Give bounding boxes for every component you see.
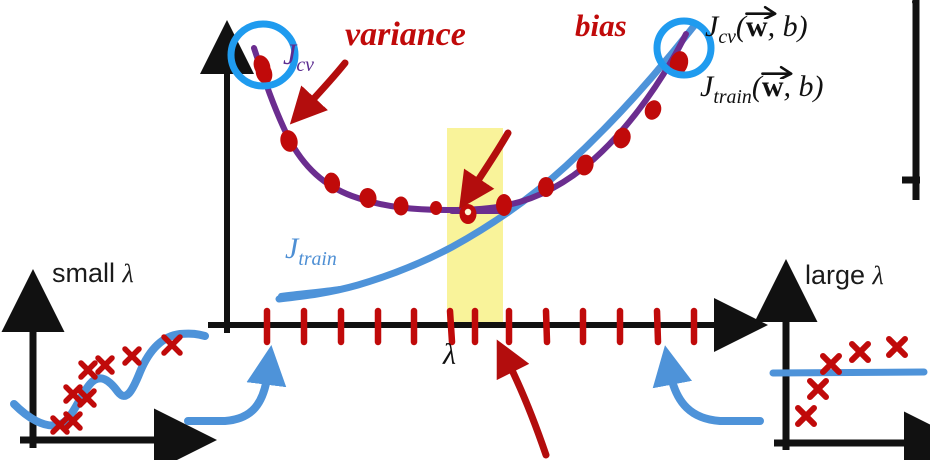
inset-large-fit-line — [769, 368, 928, 377]
jcv-legend-sub: cv — [718, 26, 736, 48]
x-axis-label: λ — [443, 338, 456, 371]
jcv-curve-label-main: J — [283, 38, 297, 71]
jcv-legend-args: (w, b) — [736, 5, 808, 43]
jtrain-curve — [275, 22, 698, 303]
data-point — [323, 172, 341, 194]
inset-small-lambda — [1, 269, 217, 460]
inset-small-lambda-title-text: small — [52, 258, 123, 288]
axis-tick — [542, 307, 551, 346]
circle-left-annotation — [227, 20, 299, 90]
jcv-legend-label: Jcv(w, b) — [705, 5, 808, 48]
inset-small-lambda-title: small λ — [52, 260, 134, 287]
bias-annotation-label: bias — [575, 8, 627, 43]
variance-arrow — [289, 59, 349, 125]
jcv-data-markers — [253, 51, 689, 224]
jcv-legend-main: J — [705, 10, 719, 43]
lambda-symbol-icon: λ — [122, 259, 134, 288]
w-letter: w — [745, 10, 768, 43]
vector-arrow-icon — [745, 5, 777, 19]
jtrain-curve-label-main: J — [285, 232, 299, 265]
vector-arrow-icon — [760, 65, 793, 79]
optimal-arrow-down — [459, 129, 512, 209]
jtrain-curve-label: Jtrain — [285, 234, 337, 270]
jcv-curve-label: Jcv — [283, 40, 314, 76]
blue-arrow-to-large-lambda — [652, 345, 764, 425]
axis-tick — [653, 307, 662, 346]
jtrain-legend-args: (w, b) — [752, 65, 823, 103]
data-point — [613, 127, 631, 149]
main-axes — [200, 20, 768, 352]
edge-dot — [912, 0, 918, 5]
optimal-arrow-up — [496, 339, 550, 459]
data-point-hollow-center — [464, 208, 472, 216]
vector-w-symbol: w — [760, 65, 793, 103]
inset-large-lambda-title: large λ — [805, 262, 884, 289]
jtrain-curve-label-sub: train — [298, 248, 337, 270]
lambda-symbol-icon: λ — [872, 261, 884, 290]
inset-large-lambda — [754, 259, 930, 460]
data-point — [669, 51, 689, 75]
w-letter: w — [761, 70, 784, 103]
inset-large-data-points — [795, 336, 908, 427]
inset-small-data-points — [50, 334, 183, 435]
jcv-curve-label-sub: cv — [296, 54, 314, 76]
right-edge-partial-axis — [902, 0, 920, 200]
data-point — [393, 196, 409, 216]
circle-right-annotation — [653, 17, 715, 79]
vector-w-symbol: w — [745, 5, 777, 43]
data-point — [253, 55, 271, 77]
data-point — [280, 130, 298, 152]
data-point — [576, 154, 594, 176]
data-point — [496, 194, 512, 216]
data-point — [430, 201, 442, 215]
lambda-axis-ticks — [263, 307, 698, 346]
jtrain-legend-main: J — [700, 70, 714, 103]
data-point — [538, 177, 554, 197]
axis-tick — [446, 307, 456, 346]
inset-large-lambda-title-text: large — [805, 260, 873, 290]
jtrain-legend-label: Jtrain(w, b) — [700, 65, 823, 108]
data-point — [359, 188, 377, 208]
jtrain-legend-sub: train — [713, 86, 752, 108]
data-point — [644, 100, 662, 120]
variance-annotation-label: variance — [345, 16, 466, 53]
blue-arrow-to-small-lambda — [184, 345, 287, 425]
jtrain-curve-tail — [278, 286, 343, 299]
